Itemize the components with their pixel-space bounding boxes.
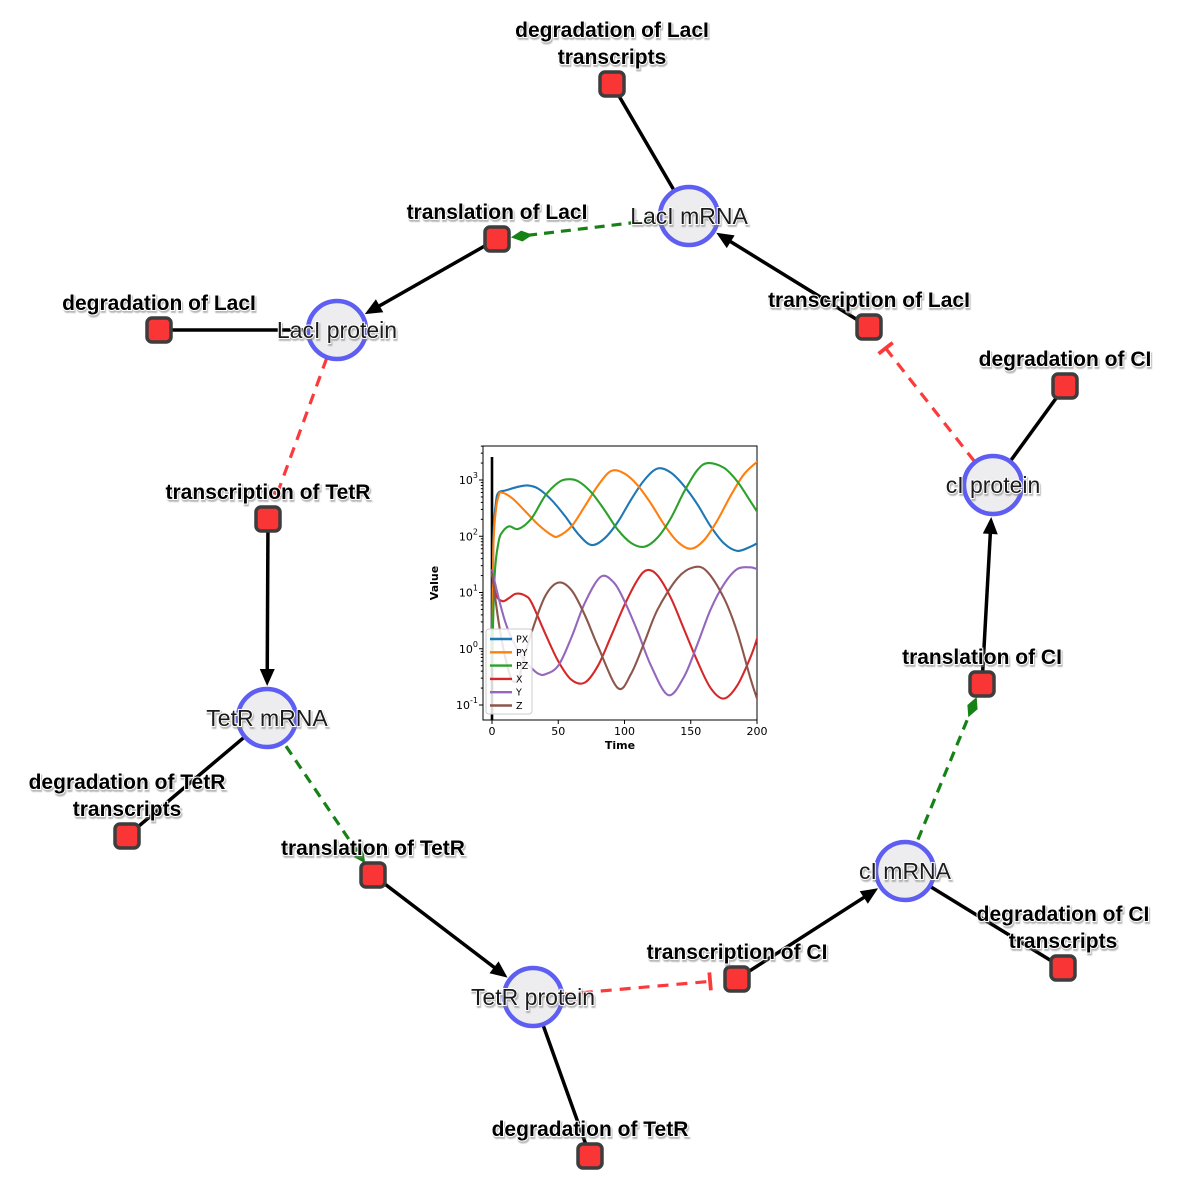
reaction-label-translation-tetr: translation of TetR [281,837,465,860]
reaction-label-transcription-tetr: transcription of TetR [166,481,371,504]
species-node-tetr-mrna[interactable] [235,686,299,750]
species-label-laci-mrna: LacI mRNA [630,203,748,229]
species-label-ci-protein: cI protein [946,472,1041,498]
reaction-node-transcription-ci[interactable] [723,965,751,993]
edge-transcription-laci-laci-mrna [716,232,870,329]
reaction-label-translation-ci: translation of CI [902,646,1062,669]
reaction-node-deg-ci-transcripts[interactable] [1049,954,1077,982]
reaction-node-transcription-laci[interactable] [855,313,883,341]
edge-tetr-protein-transcription-ci [562,972,713,996]
labels-layer: LacI mRNA LacI protein TetR mRNA TetR prote… [28,18,1153,1142]
reaction-label-deg-laci: degradation of LacI [62,292,256,315]
species-node-laci-mrna[interactable] [657,184,721,248]
species-label-tetr-mrna: TetR mRNA [206,705,328,731]
species-node-ci-protein[interactable] [961,453,1025,517]
reaction-label-translation-laci: translation of LacI [407,201,588,224]
species-label-laci-protein: LacI protein [277,317,397,343]
reaction-node-deg-laci-transcripts[interactable] [598,70,626,98]
reaction-node-deg-tetr-transcripts[interactable] [113,822,141,850]
reaction-label-transcription-ci: transcription of CI [647,941,828,964]
edge-laci-mrna-translation-laci [510,214,690,242]
reaction-label-deg-ci-transcripts: degradation of CI [977,903,1150,926]
species-label-tetr-protein: TetR protein [471,984,595,1010]
nodes-layer [113,70,1079,1170]
reaction-label-deg-tetr-transcripts: transcripts [73,798,182,821]
reaction-node-transcription-tetr[interactable] [254,505,282,533]
reaction-node-translation-laci[interactable] [483,225,511,253]
reaction-label-deg-laci-transcripts: transcripts [558,46,667,69]
reaction-label-transcription-laci: transcription of LacI [768,289,970,312]
species-node-tetr-protein[interactable] [501,965,565,1029]
edge-translation-tetr-tetr-protein [371,873,508,978]
edge-transcription-tetr-tetr-mrna [259,518,275,687]
reaction-label-deg-tetr-transcripts: degradation of TetR [29,771,226,794]
edge-ci-protein-transcription-laci [877,341,976,463]
timeseries-plot-panel [425,436,770,766]
reaction-node-translation-tetr[interactable] [359,861,387,889]
edge-transcription-ci-ci-mrna [736,888,879,981]
reaction-node-deg-laci[interactable] [145,316,173,344]
reaction-label-deg-ci: degradation of CI [979,348,1152,371]
reaction-node-deg-ci[interactable] [1051,372,1079,400]
reaction-label-deg-laci-transcripts: degradation of LacI [515,19,709,42]
edge-ci-mrna-translation-ci [903,696,978,872]
species-node-ci-mrna[interactable] [873,839,937,903]
edge-translation-ci-ci-protein [980,516,998,685]
reaction-label-deg-ci-transcripts: transcripts [1009,930,1118,953]
timeseries-plot [425,436,770,766]
species-node-laci-protein[interactable] [305,298,369,362]
species-label-ci-mrna: cI mRNA [859,858,952,884]
reaction-node-translation-ci[interactable] [968,670,996,698]
reaction-label-deg-tetr: degradation of TetR [492,1118,689,1141]
edge-laci-protein-transcription-tetr [268,357,329,499]
edge-translation-laci-laci-protein [364,237,498,315]
reaction-node-deg-tetr[interactable] [576,1142,604,1170]
